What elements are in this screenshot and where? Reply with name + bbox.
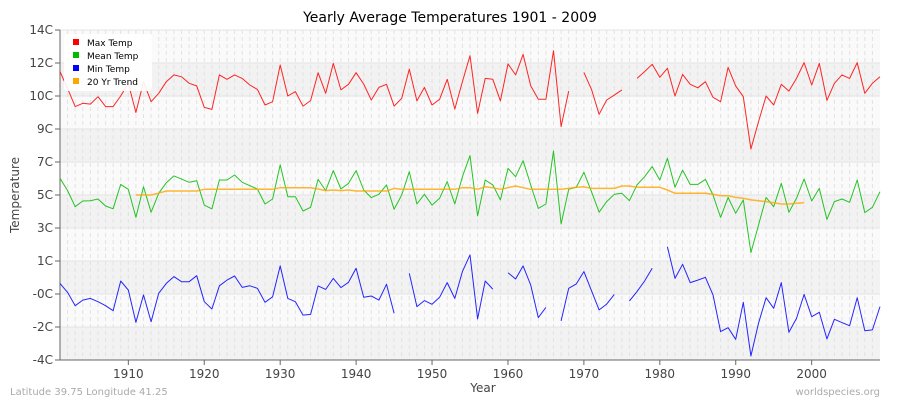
legend-swatch (73, 65, 79, 71)
footer-location: Latitude 39.75 Longitude 41.25 (10, 387, 168, 398)
x-tick-label: 1940 (341, 367, 372, 381)
legend-label: Min Temp (87, 65, 130, 75)
legend-box (64, 34, 152, 91)
x-axis-label: Year (469, 381, 495, 395)
20-yr-trend-line (135, 185, 805, 205)
x-tick-label: 1910 (113, 367, 144, 381)
series-lines (59, 50, 881, 357)
mean-temp-line (59, 150, 881, 254)
legend-swatch (73, 52, 79, 58)
x-tick-label: 1970 (569, 367, 600, 381)
vertical-grid (67, 30, 873, 360)
legend-label: Mean Temp (87, 52, 139, 62)
y-axis-label: Temperature (8, 157, 22, 234)
y-tick-label: 5C (37, 188, 53, 202)
y-tick-label: -4C (33, 353, 53, 367)
axes (59, 30, 880, 361)
x-tick-label: 2000 (796, 367, 827, 381)
x-tick-label: 1950 (417, 367, 448, 381)
y-tick-label: 3C (37, 221, 53, 235)
x-tick-label: 1920 (189, 367, 220, 381)
legend-swatch (73, 78, 79, 84)
y-tick-label: -0C (33, 287, 53, 301)
y-tick-label: -2C (33, 320, 53, 334)
legend: Max Temp Mean Temp Min Temp 20 Yr Trend (64, 34, 152, 91)
y-tick-label: 12C (29, 56, 53, 70)
y-tick-label: 10C (29, 89, 53, 103)
x-tick-labels: 1910 1920 1930 1940 1950 1960 1970 1980 1990 2000 (113, 360, 827, 381)
chart-title: Yearly Average Temperatures 1901 - 2009 (302, 10, 597, 26)
legend-swatch (73, 39, 79, 45)
y-tick-label: 9C (37, 122, 53, 136)
y-tick-labels: 14C 12C 10C 9C 7C 5C 3C 1C -0C -2C -4C (29, 23, 53, 367)
legend-label: Max Temp (87, 39, 133, 49)
x-tick-label: 1980 (645, 367, 676, 381)
x-tick-label: 1990 (720, 367, 751, 381)
legend-label: 20 Yr Trend (87, 78, 138, 88)
y-tick-label: 1C (37, 254, 53, 268)
min-temp-line (59, 246, 881, 357)
footer-source: worldspecies.org (796, 387, 880, 398)
y-tick-label: 7C (37, 155, 53, 169)
x-tick-label: 1960 (493, 367, 524, 381)
y-tick-label: 14C (29, 23, 53, 37)
x-tick-label: 1930 (265, 367, 296, 381)
